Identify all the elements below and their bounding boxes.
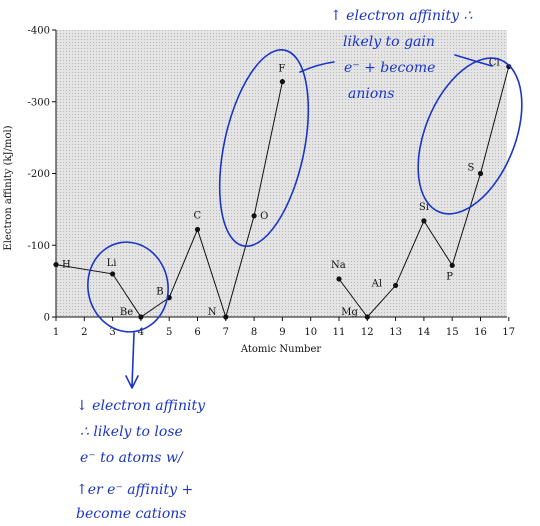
circle-p-s-cl bbox=[417, 57, 523, 215]
circle-o-f bbox=[218, 49, 310, 247]
point-label-o: O bbox=[260, 211, 268, 222]
y-tick-label: -200 bbox=[28, 169, 50, 180]
point-f bbox=[279, 79, 285, 85]
x-tick-label: 7 bbox=[223, 327, 229, 338]
bottom-annotation-line-1: ↓ electron affinity bbox=[76, 398, 206, 414]
point-label-s: S bbox=[468, 163, 475, 174]
top-annotation-line-4: anions bbox=[348, 86, 394, 102]
point-label-si: Si bbox=[419, 202, 429, 213]
handwritten-annotations: ↑ electron affinity ∴ likely to gain e⁻ … bbox=[76, 8, 523, 522]
top-annotation-line-2: likely to gain bbox=[343, 34, 435, 50]
arrow-to-f-circle bbox=[299, 61, 335, 73]
point-label-be: Be bbox=[120, 307, 133, 318]
point-label-n: N bbox=[208, 307, 217, 318]
top-annotation-line-3: e⁻ + become bbox=[344, 60, 435, 76]
point-label-al: Al bbox=[371, 278, 382, 289]
y-tick-label: -100 bbox=[28, 241, 50, 252]
point-mg bbox=[364, 314, 370, 320]
y-tick-label: -300 bbox=[28, 97, 50, 108]
point-li bbox=[110, 271, 116, 277]
x-tick-label: 9 bbox=[279, 327, 285, 338]
arrow-to-cl-circle bbox=[454, 54, 493, 67]
x-ticks: 1 2 3 4 5 6 7 8 9 10 11 12 13 14 15 16 17 bbox=[53, 317, 515, 338]
x-tick-label: 2 bbox=[81, 327, 87, 338]
point-label-p: P bbox=[446, 271, 453, 282]
point-c bbox=[194, 226, 201, 233]
point-o bbox=[251, 213, 257, 219]
series-points bbox=[53, 63, 512, 320]
point-al bbox=[393, 282, 399, 289]
point-h bbox=[53, 262, 59, 268]
bottom-annotation-line-4: ↑er e⁻ affinity + bbox=[76, 482, 193, 498]
y-tick-label: -400 bbox=[28, 26, 50, 37]
point-label-f: F bbox=[278, 64, 285, 75]
x-tick-label: 8 bbox=[251, 327, 257, 338]
x-tick-label: 11 bbox=[333, 327, 346, 338]
x-tick-label: 10 bbox=[304, 327, 317, 338]
x-tick-label: 13 bbox=[389, 327, 402, 338]
x-tick-label: 12 bbox=[361, 327, 374, 338]
point-label-li: Li bbox=[107, 258, 117, 269]
bottom-annotation-line-2: ∴ likely to lose bbox=[80, 424, 183, 440]
arrow-from-be-circle bbox=[125, 332, 139, 389]
point-labels: H Li Be B C N O F Na Mg Al Si P S Cl bbox=[62, 58, 500, 318]
point-p bbox=[449, 262, 455, 268]
y-ticks: 0 -100 -200 -300 -400 bbox=[28, 26, 56, 324]
x-tick-label: 17 bbox=[502, 327, 515, 338]
x-tick-label: 15 bbox=[446, 327, 459, 338]
series-line-1 bbox=[55, 81, 283, 319]
x-tick-label: 14 bbox=[418, 327, 431, 338]
point-label-b: B bbox=[156, 287, 163, 298]
circle-li-be-b bbox=[87, 241, 169, 333]
point-label-c: C bbox=[194, 210, 202, 221]
point-label-cl: Cl bbox=[489, 58, 500, 69]
x-tick-label: 6 bbox=[194, 327, 200, 338]
y-tick-label: 0 bbox=[44, 313, 50, 324]
point-label-mg: Mg bbox=[341, 307, 358, 318]
x-tick-label: 1 bbox=[53, 327, 59, 338]
x-tick-label: 4 bbox=[138, 327, 144, 338]
bottom-annotation-line-5: become cations bbox=[76, 506, 186, 522]
point-si bbox=[421, 218, 427, 224]
y-axis-title: Electron affinity (kJ/mol) bbox=[3, 125, 14, 250]
x-tick-label: 5 bbox=[166, 327, 172, 338]
bottom-annotation-line-3: e⁻ to atoms w/ bbox=[80, 450, 184, 466]
point-n bbox=[223, 314, 229, 320]
point-label-na: Na bbox=[331, 260, 346, 271]
point-s bbox=[477, 170, 484, 177]
plot-area bbox=[56, 30, 507, 317]
top-annotation-line-1: ↑ electron affinity ∴ bbox=[330, 8, 473, 24]
point-label-h: H bbox=[62, 260, 71, 271]
point-be bbox=[138, 314, 144, 320]
point-na bbox=[336, 276, 342, 282]
x-tick-label: 16 bbox=[474, 327, 487, 338]
x-tick-label: 3 bbox=[109, 327, 115, 338]
x-axis-title: Atomic Number bbox=[240, 344, 322, 355]
